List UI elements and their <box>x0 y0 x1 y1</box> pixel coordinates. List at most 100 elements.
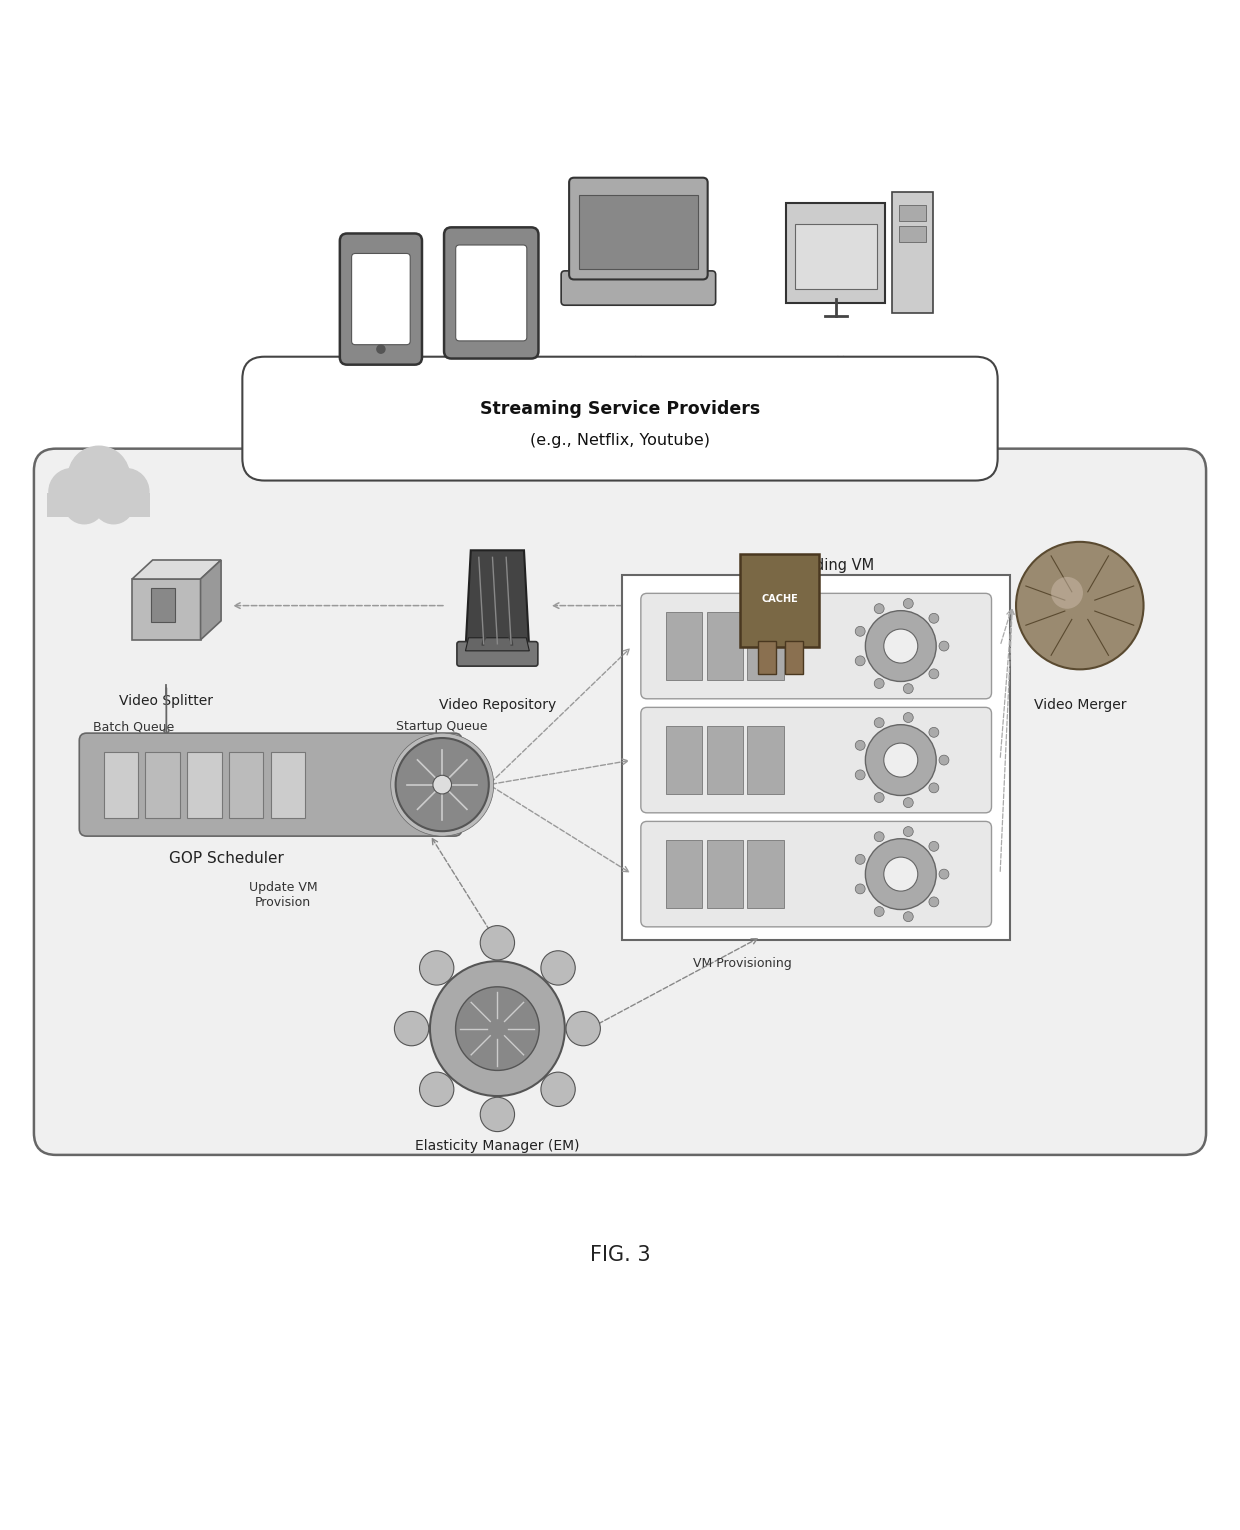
FancyBboxPatch shape <box>641 594 992 699</box>
Circle shape <box>377 346 384 353</box>
FancyBboxPatch shape <box>666 840 702 907</box>
Circle shape <box>419 950 454 985</box>
Circle shape <box>856 741 866 750</box>
FancyBboxPatch shape <box>707 727 743 794</box>
Circle shape <box>394 1011 429 1047</box>
Circle shape <box>856 884 866 894</box>
Circle shape <box>884 857 918 890</box>
Circle shape <box>903 713 913 722</box>
FancyBboxPatch shape <box>748 727 784 794</box>
FancyBboxPatch shape <box>340 234 422 364</box>
Circle shape <box>1052 577 1083 609</box>
Circle shape <box>541 1073 575 1106</box>
Circle shape <box>866 610 936 681</box>
FancyBboxPatch shape <box>562 271 715 304</box>
Circle shape <box>874 832 884 842</box>
FancyBboxPatch shape <box>229 751 263 817</box>
Polygon shape <box>465 638 529 650</box>
FancyBboxPatch shape <box>785 641 804 675</box>
Circle shape <box>396 737 489 831</box>
Circle shape <box>929 842 939 851</box>
FancyBboxPatch shape <box>707 612 743 679</box>
Circle shape <box>874 907 884 916</box>
FancyBboxPatch shape <box>270 751 305 817</box>
FancyBboxPatch shape <box>151 588 175 623</box>
FancyBboxPatch shape <box>33 448 1207 1155</box>
Circle shape <box>903 912 913 921</box>
FancyBboxPatch shape <box>666 612 702 679</box>
Circle shape <box>433 776 451 794</box>
Circle shape <box>884 629 918 662</box>
Text: Caching Policy: Caching Policy <box>729 698 830 711</box>
Circle shape <box>903 797 913 808</box>
FancyBboxPatch shape <box>456 245 527 341</box>
Circle shape <box>480 1097 515 1132</box>
FancyBboxPatch shape <box>758 641 776 675</box>
Text: Update VM
Provision: Update VM Provision <box>248 881 317 909</box>
Circle shape <box>929 783 939 793</box>
Circle shape <box>48 468 95 514</box>
FancyBboxPatch shape <box>748 840 784 907</box>
Circle shape <box>903 598 913 609</box>
Text: Video Merger: Video Merger <box>1034 698 1126 711</box>
Polygon shape <box>201 560 221 640</box>
Circle shape <box>68 447 129 508</box>
Circle shape <box>565 1011 600 1047</box>
FancyBboxPatch shape <box>47 493 150 517</box>
Circle shape <box>929 897 939 907</box>
Text: Elasticity Manager (EM): Elasticity Manager (EM) <box>415 1138 579 1154</box>
Text: VM Provisioning: VM Provisioning <box>693 958 792 970</box>
Circle shape <box>939 641 949 652</box>
Circle shape <box>480 926 515 959</box>
Circle shape <box>391 733 494 835</box>
FancyBboxPatch shape <box>786 203 885 303</box>
Circle shape <box>430 961 565 1095</box>
Text: Streaming Service Providers: Streaming Service Providers <box>480 399 760 418</box>
Circle shape <box>929 614 939 623</box>
Polygon shape <box>465 551 529 650</box>
Circle shape <box>903 684 913 693</box>
Text: GOP Scheduler: GOP Scheduler <box>169 851 284 866</box>
FancyBboxPatch shape <box>444 228 538 358</box>
FancyBboxPatch shape <box>569 177 708 280</box>
Circle shape <box>103 468 149 514</box>
FancyBboxPatch shape <box>899 225 926 242</box>
Circle shape <box>856 656 866 666</box>
Circle shape <box>939 869 949 880</box>
Circle shape <box>856 770 866 780</box>
FancyBboxPatch shape <box>187 751 222 817</box>
Circle shape <box>929 669 939 679</box>
Text: (e.g., Netflix, Youtube): (e.g., Netflix, Youtube) <box>529 433 711 448</box>
Text: Startup Queue: Startup Queue <box>397 721 489 733</box>
Circle shape <box>884 744 918 777</box>
Circle shape <box>874 718 884 728</box>
Circle shape <box>541 950 575 985</box>
FancyBboxPatch shape <box>748 612 784 679</box>
Circle shape <box>94 483 134 523</box>
FancyBboxPatch shape <box>352 254 410 344</box>
Text: Batch Queue: Batch Queue <box>93 721 174 733</box>
FancyBboxPatch shape <box>579 196 698 269</box>
FancyBboxPatch shape <box>666 727 702 794</box>
Polygon shape <box>133 578 201 640</box>
Text: CACHE: CACHE <box>761 595 797 604</box>
Text: Video Splitter: Video Splitter <box>119 695 213 708</box>
FancyBboxPatch shape <box>707 840 743 907</box>
Circle shape <box>419 1073 454 1106</box>
FancyBboxPatch shape <box>242 356 998 480</box>
FancyBboxPatch shape <box>892 191 934 314</box>
Circle shape <box>866 725 936 796</box>
Polygon shape <box>133 560 221 578</box>
Circle shape <box>455 987 539 1071</box>
Circle shape <box>64 483 104 523</box>
Circle shape <box>874 604 884 614</box>
Circle shape <box>866 838 936 909</box>
Text: Transcoding VM: Transcoding VM <box>759 557 874 572</box>
FancyBboxPatch shape <box>795 225 877 289</box>
FancyBboxPatch shape <box>641 822 992 927</box>
Circle shape <box>939 756 949 765</box>
Circle shape <box>903 826 913 837</box>
Circle shape <box>874 678 884 688</box>
FancyBboxPatch shape <box>899 205 926 222</box>
Circle shape <box>1016 542 1143 669</box>
